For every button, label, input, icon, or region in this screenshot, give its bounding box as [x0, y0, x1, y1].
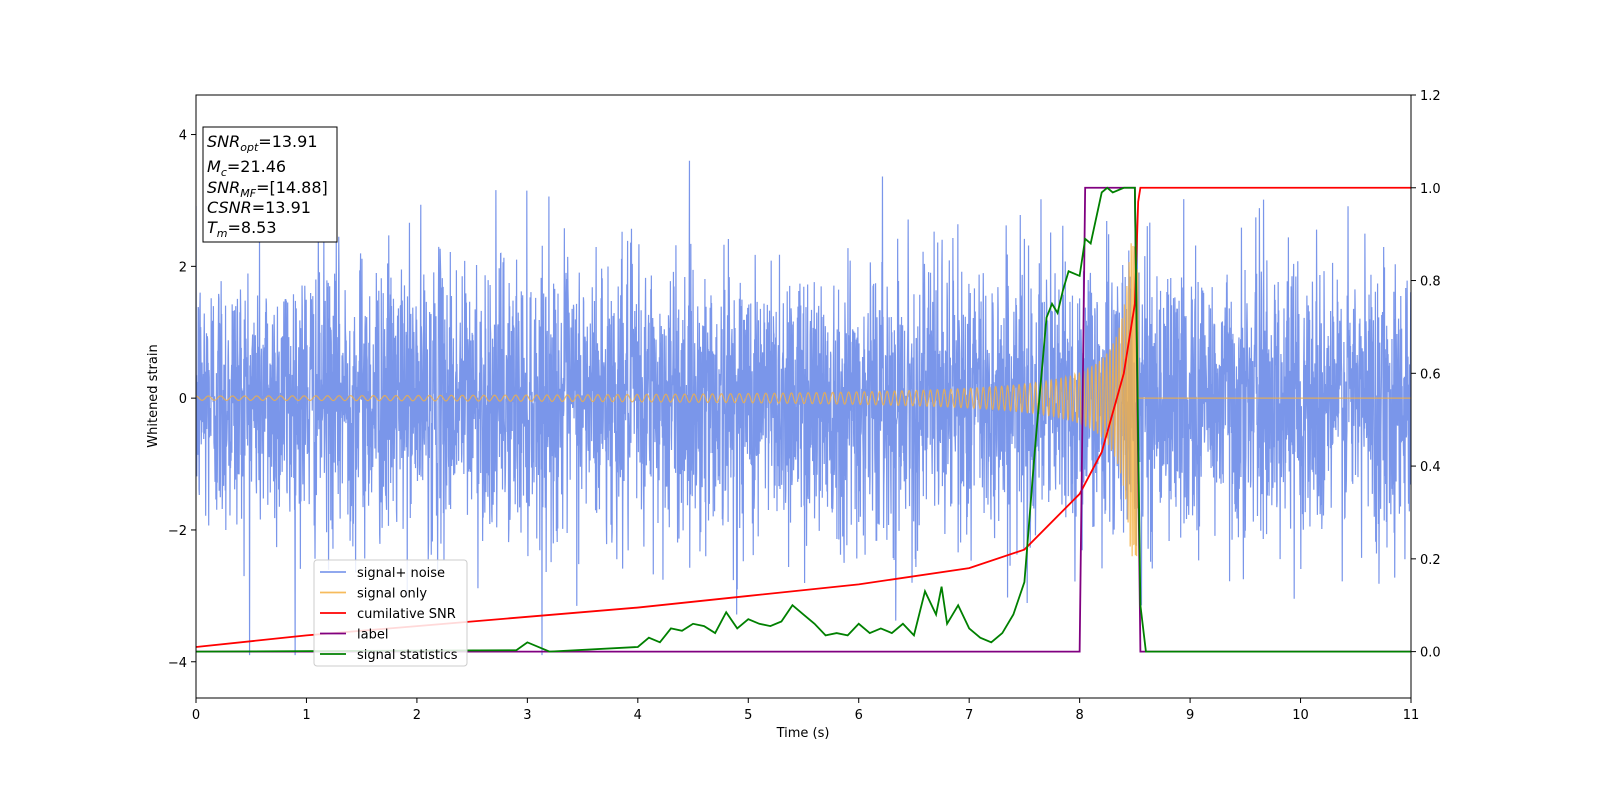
legend-label: signal statistics: [357, 648, 458, 663]
y-tick-label: 2: [179, 260, 187, 275]
y-axis-left: −4 −2 0 2 4: [168, 129, 196, 671]
y-axis-right: 0.0 0.2 0.4 0.6 0.8 1.0 1.2: [1411, 89, 1441, 661]
x-tick-label: 11: [1403, 708, 1420, 723]
annotation-frame: [202, 126, 338, 243]
x-tick-label: 9: [1186, 708, 1194, 723]
series-signal-noise: [196, 160, 1411, 656]
x-tick-label: 8: [1075, 708, 1083, 723]
series-layer: [196, 160, 1411, 656]
annotation-line: SNRopt=13.91: [207, 132, 318, 154]
x-tick-label: 10: [1292, 708, 1309, 723]
annotation-line: Mc=21.46: [207, 157, 286, 179]
legend-label: signal only: [357, 587, 427, 602]
x-tick-label: 7: [965, 708, 973, 723]
plot-frame: [195, 94, 1412, 699]
x-tick-label: 4: [634, 708, 642, 723]
x-tick-label: 3: [523, 708, 531, 723]
legend-label: signal+ noise: [357, 566, 445, 581]
y-tick-label: 0: [179, 392, 187, 407]
legend-label: cumilative SNR: [357, 607, 456, 622]
x-tick-label: 2: [413, 708, 421, 723]
legend-label: label: [357, 628, 388, 643]
x-tick-label: 1: [302, 708, 310, 723]
series-signal-statistics: [196, 186, 1411, 653]
y-axis-label: Whitened strain: [146, 344, 161, 447]
y2-tick-label: 0.8: [1420, 275, 1441, 290]
x-axis: 0 1 2 3 4 5 6 7 8 9 10 11: [192, 698, 1419, 723]
y-tick-label: −4: [168, 656, 187, 671]
x-tick-label: 0: [192, 708, 200, 723]
x-axis-label: Time (s): [776, 726, 830, 741]
y-tick-label: 4: [179, 129, 187, 144]
y2-tick-label: 0.6: [1420, 367, 1441, 382]
y2-tick-label: 1.2: [1420, 89, 1441, 104]
y2-tick-label: 0.4: [1420, 460, 1441, 475]
annotation-line: Tm=8.53: [207, 218, 277, 240]
legend-frame: [313, 559, 468, 667]
y2-tick-label: 0.2: [1420, 553, 1441, 568]
annotation-box: SNRopt=13.91 Mc=21.46SNRMF=[14.88]CSNR=13…: [202, 126, 338, 243]
annotation-line: SNRMF=[14.88]: [207, 178, 328, 200]
y2-tick-label: 0.0: [1420, 646, 1441, 661]
legend: signal+ noise signal only cumilative SNR la…: [313, 559, 468, 667]
y-tick-label: −2: [168, 524, 187, 539]
annotation-line: CSNR=13.91: [207, 198, 311, 217]
series-signal-only: [196, 240, 1411, 557]
y2-tick-label: 1.0: [1420, 182, 1441, 197]
x-tick-label: 6: [855, 708, 863, 723]
x-tick-label: 5: [744, 708, 752, 723]
